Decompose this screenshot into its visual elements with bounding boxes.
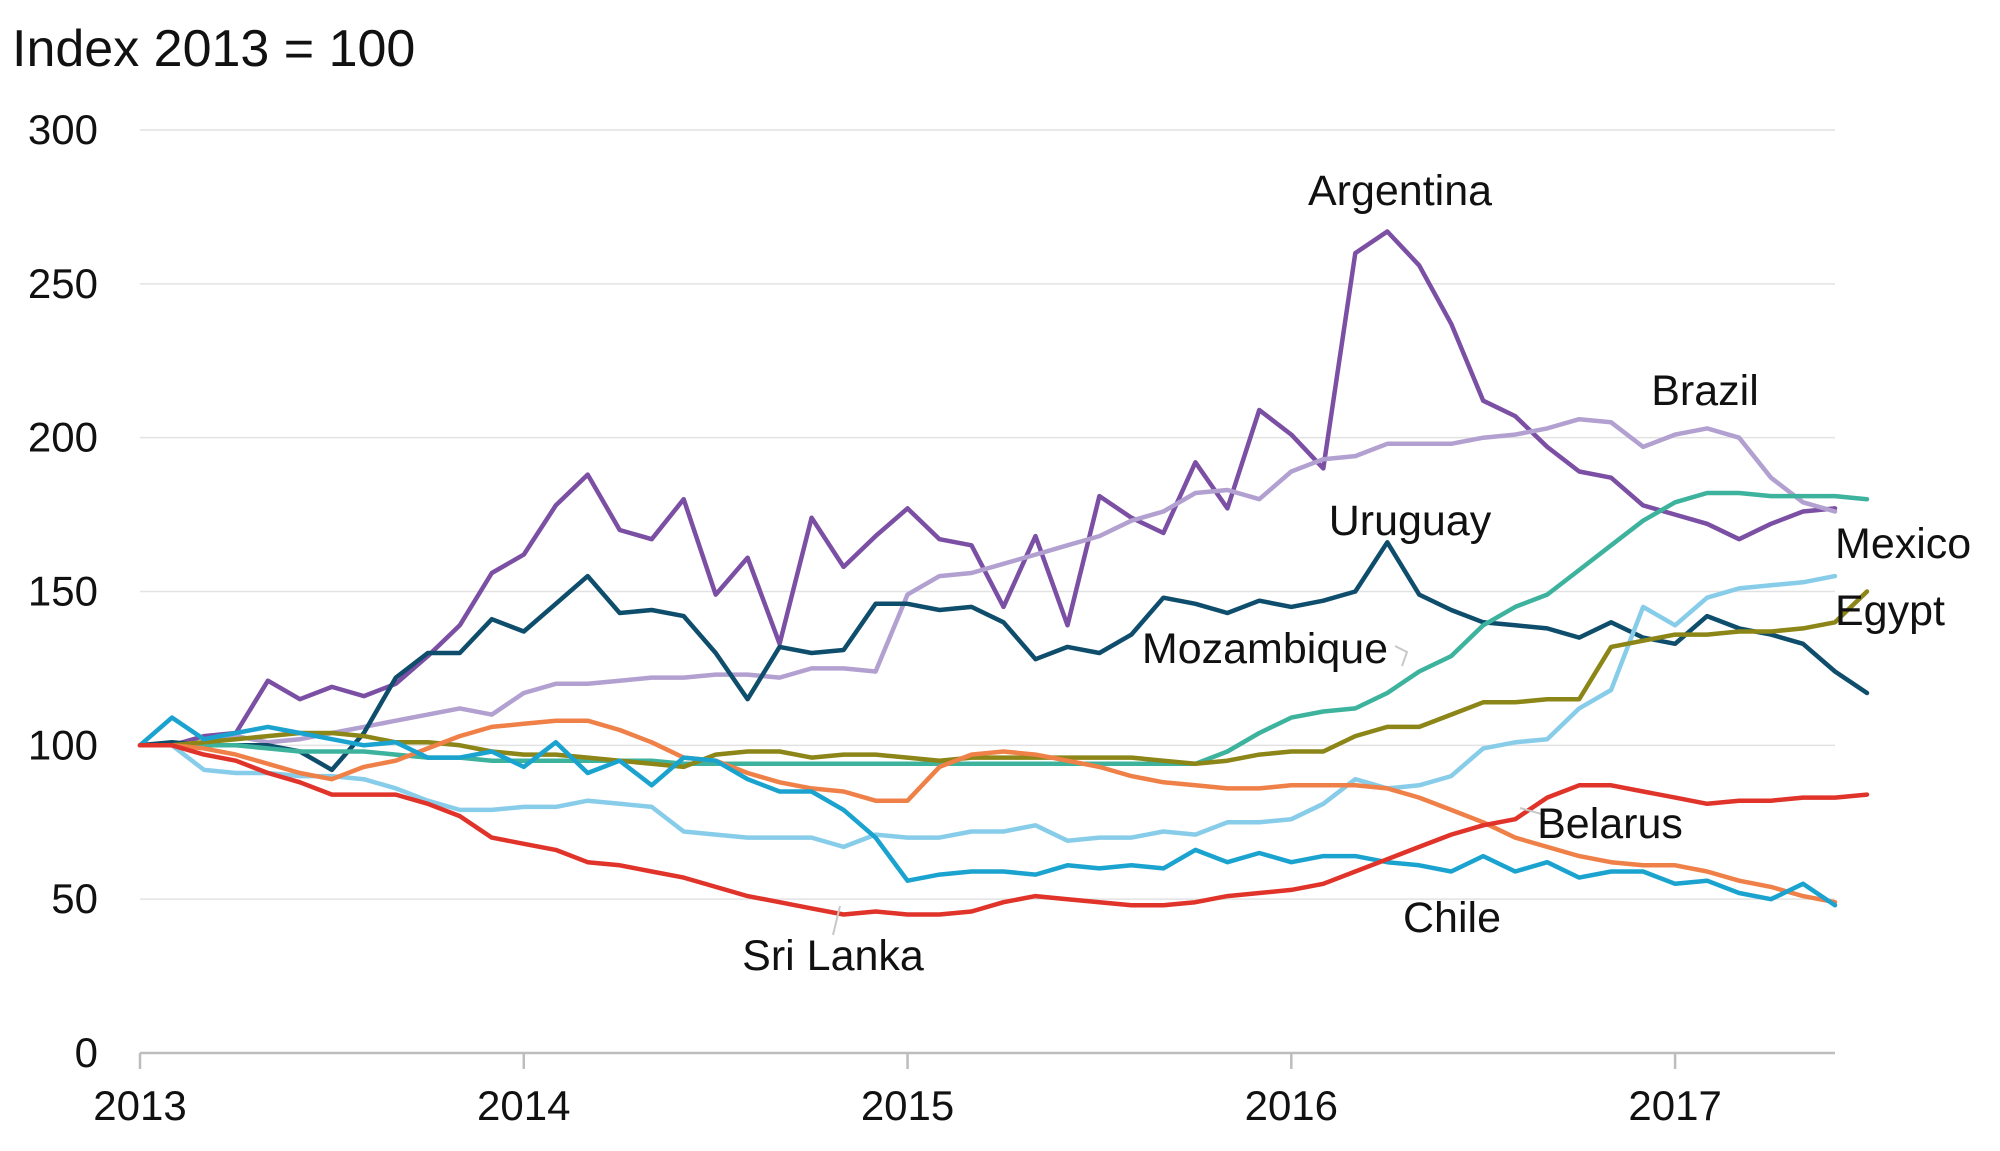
- series-line-uruguay: [137, 540, 1870, 773]
- y-tick-label: 0: [75, 1029, 98, 1076]
- series-line-brazil: [137, 416, 1838, 748]
- y-tick-label: 250: [28, 260, 98, 307]
- y-tick-label: 300: [28, 106, 98, 153]
- chart-title: Index 2013 = 100: [12, 20, 415, 78]
- series-line-belarus: [137, 718, 1838, 905]
- leader-line-mozambique: [1394, 645, 1409, 667]
- label-leaders: [832, 645, 1546, 936]
- y-tick-label: 150: [28, 568, 98, 615]
- x-tick-label: 2013: [93, 1082, 186, 1129]
- series-label-argentina: Argentina: [1308, 167, 1492, 215]
- series-label-mexico: Mexico: [1835, 520, 1971, 568]
- series-lines: [137, 229, 1870, 917]
- series-line-mozambique: [137, 490, 1870, 767]
- leader-line-sri-lanka: [832, 905, 841, 936]
- series-line-sri-lanka: [137, 743, 1870, 917]
- series-label-uruguay: Uruguay: [1329, 497, 1492, 545]
- leader-line-belarus: [1519, 807, 1546, 816]
- series-labels: Argentina Brazil Uruguay Mexico Mozambique Eg…: [742, 167, 1971, 980]
- x-tick-label: 2015: [861, 1082, 954, 1129]
- series-label-sri-lanka: Sri Lanka: [742, 932, 924, 980]
- series-label-mozambique: Mozambique: [1142, 625, 1388, 673]
- x-tick-label: 2016: [1245, 1082, 1338, 1129]
- series-line-argentina: [137, 229, 1838, 748]
- x-tick-label: 2017: [1628, 1082, 1721, 1129]
- y-tick-label: 100: [28, 721, 98, 768]
- series-label-brazil: Brazil: [1651, 367, 1759, 415]
- series-label-chile: Chile: [1403, 894, 1501, 942]
- y-tick-label: 50: [51, 875, 98, 922]
- y-tick-label: 200: [28, 414, 98, 461]
- series-line-chile: [137, 715, 1838, 908]
- series-label-egypt: Egypt: [1835, 587, 1945, 635]
- axes: [138, 1051, 1835, 1069]
- series-label-belarus: Belarus: [1537, 800, 1683, 848]
- series-line-mexico: [137, 573, 1838, 850]
- gridlines: [140, 129, 1835, 900]
- x-tick-label: 2014: [477, 1082, 570, 1129]
- series-line-egypt: [137, 589, 1870, 770]
- tick-labels: 0 50 100 150 200 250 300 2013 2014 2015 2016 2017: [28, 106, 1722, 1129]
